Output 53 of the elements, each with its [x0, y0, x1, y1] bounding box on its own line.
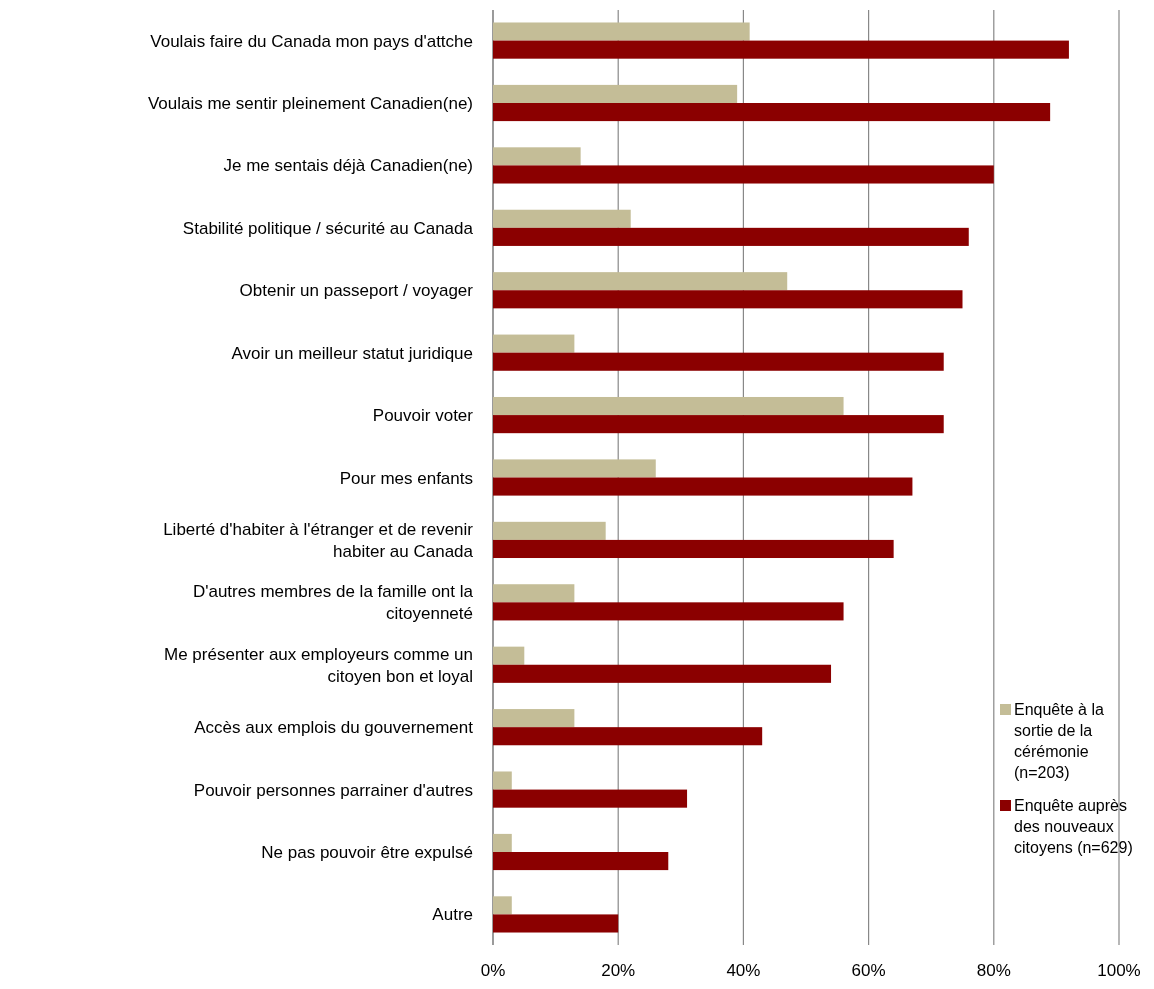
bar	[493, 709, 575, 728]
bar	[493, 584, 575, 603]
y-tick-label: Je me sentais déjà Canadien(ne)	[223, 156, 473, 176]
bar	[493, 84, 738, 103]
bar	[493, 272, 788, 291]
y-tick-label: Voulais me sentir pleinement Canadien(ne)	[147, 94, 473, 113]
x-tick-label: 0%	[480, 961, 506, 980]
y-tick-label: Autre	[432, 905, 473, 925]
y-tick-label: Obtenir un passeport / voyager	[239, 281, 474, 301]
y-tick-label: Pouvoir personnes parrainer d'autres	[193, 780, 473, 800]
bar	[493, 539, 894, 559]
bar	[493, 40, 1069, 59]
bar	[493, 914, 619, 933]
x-tick-label: 40%	[726, 961, 761, 980]
bar	[493, 352, 944, 371]
y-tick-label: Pouvoir voter	[372, 406, 474, 426]
y-tick-label: Pour mes enfants	[339, 468, 473, 488]
bar	[493, 833, 512, 852]
x-tick-label: 20%	[601, 961, 636, 980]
x-tick-label: 100%	[1097, 961, 1141, 980]
y-tick-label: Me présenter aux employeurs comme un citoyen bon et loyal	[164, 644, 473, 686]
bar	[493, 334, 575, 353]
x-tick-label: 80%	[976, 961, 1011, 980]
y-tick-label: Voulais faire du Canada mon pays d'attche	[150, 31, 473, 51]
bar	[493, 459, 656, 478]
bar	[493, 771, 512, 790]
legend-label: Enquête à la sortie de la cérémonie (n=203)	[1014, 701, 1104, 781]
bar	[493, 103, 1051, 122]
bar	[493, 602, 844, 621]
y-tick-label: Accès aux emplois du gouvernement	[194, 718, 474, 738]
bar	[493, 789, 688, 808]
bar	[493, 165, 994, 184]
bar	[493, 477, 913, 496]
bar	[493, 852, 669, 871]
bar	[493, 290, 963, 309]
bar	[493, 415, 944, 434]
bar	[493, 147, 581, 166]
y-tick-label: Avoir un meilleur statut juridique	[231, 343, 473, 363]
bar	[493, 396, 844, 416]
y-tick-label: D'autres membres de la famille ont la citoyenneté	[192, 582, 474, 624]
bar	[493, 521, 606, 540]
bar	[493, 22, 750, 41]
bar	[493, 209, 631, 228]
bar	[493, 727, 763, 746]
y-tick-label: Ne pas pouvoir être expulsé	[261, 843, 473, 862]
bar	[493, 227, 969, 246]
legend-label: Enquête auprès des nouveaux citoyens (n=629)	[1014, 797, 1133, 856]
y-tick-label: Liberté d'habiter à l'étranger et de revenir habiter au Canada	[163, 519, 474, 561]
bar	[493, 896, 512, 915]
x-tick-label: 60%	[851, 961, 886, 980]
bar	[493, 664, 832, 683]
y-tick-label: Stabilité politique / sécurité au Canada	[182, 218, 474, 238]
bar	[493, 646, 525, 665]
